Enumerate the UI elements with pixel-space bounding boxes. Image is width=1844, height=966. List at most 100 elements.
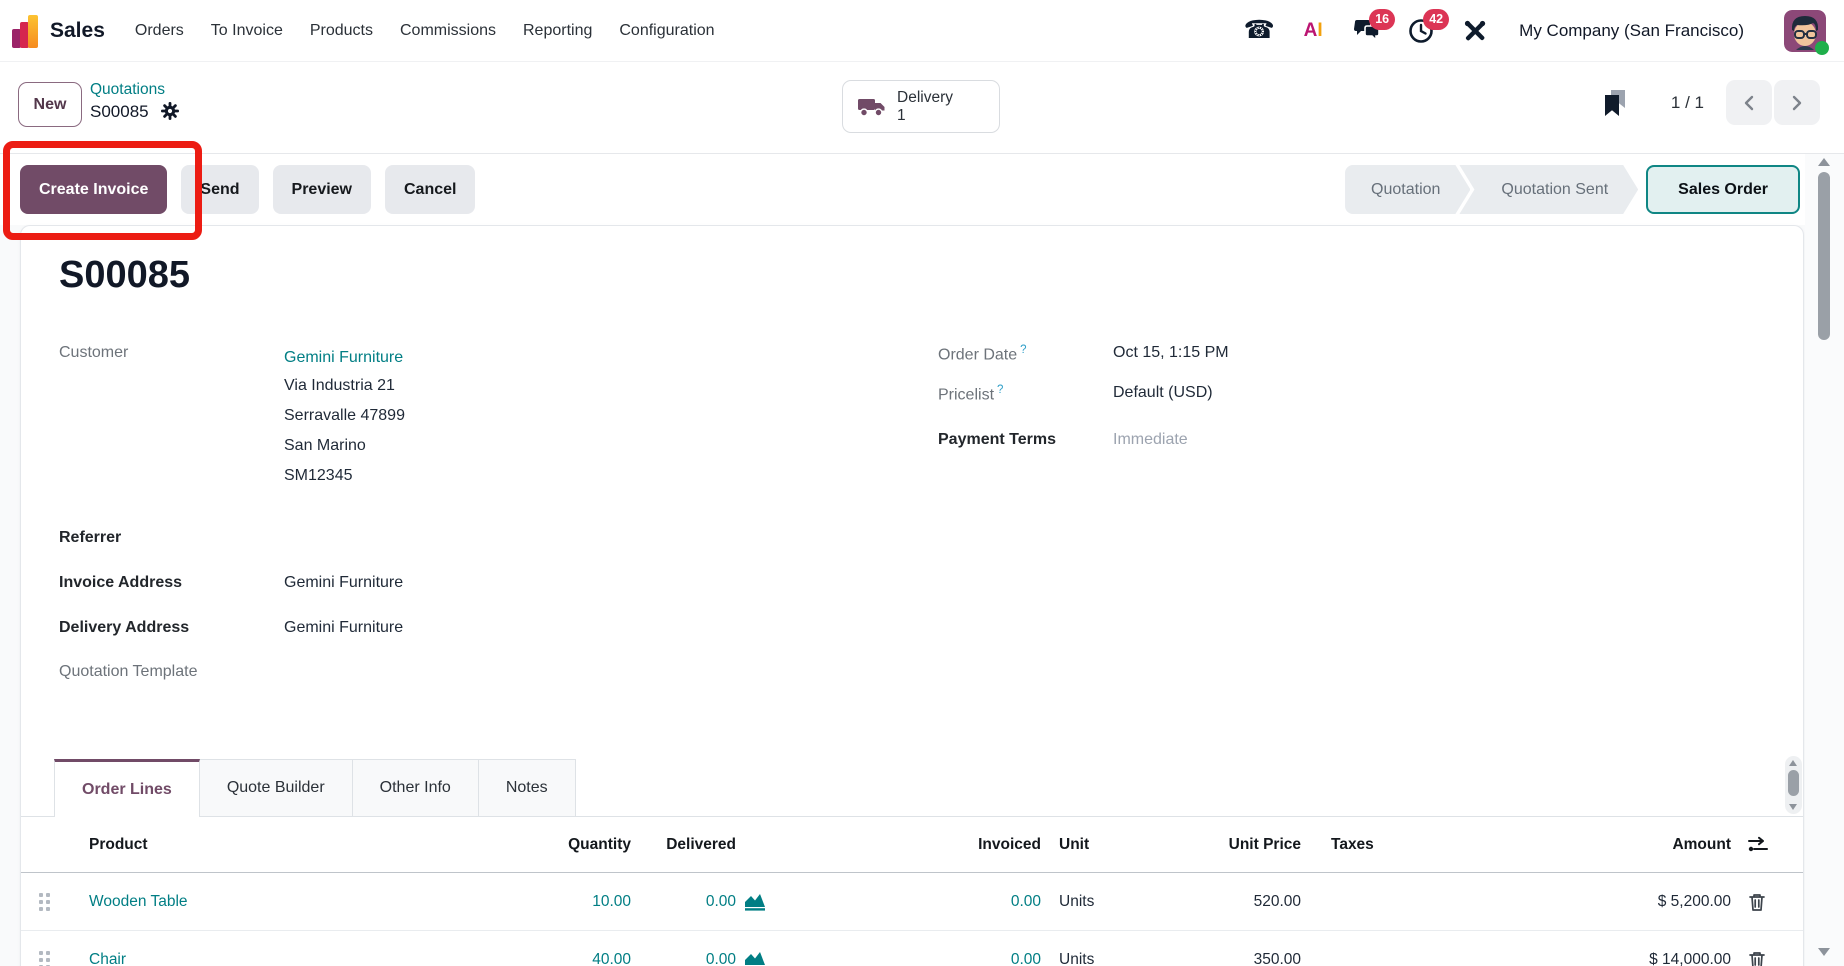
forecast-chart-icon[interactable] [743, 873, 769, 930]
scrollbar-thumb[interactable] [1818, 172, 1830, 340]
nav-menu: Orders To Invoice Products Commissions R… [133, 16, 717, 46]
favorite-bookmark-icon[interactable] [1603, 89, 1627, 116]
delivery-smart-button[interactable]: Delivery 1 [842, 80, 1000, 133]
unit-price-cell[interactable]: 520.00 [1253, 892, 1301, 910]
delete-line-trash-icon[interactable] [1748, 931, 1774, 966]
payment-terms-value[interactable]: Immediate [1113, 430, 1188, 448]
drag-handle[interactable] [39, 931, 59, 966]
notebook-scrollbar-up-arrow[interactable] [1789, 760, 1797, 766]
messages-badge: 16 [1369, 8, 1396, 30]
menu-commissions[interactable]: Commissions [399, 21, 496, 39]
control-panel: New Quotations S00085 [0, 62, 1844, 154]
breadcrumb-current: S00085 [90, 101, 149, 121]
stage-sales-order-active[interactable]: Sales Order [1646, 165, 1800, 214]
taxes-cell[interactable] [1331, 873, 1451, 930]
unit-cell[interactable]: Units [1059, 892, 1095, 910]
menu-products[interactable]: Products [309, 21, 373, 39]
invoiced-cell[interactable]: 0.00 [1010, 892, 1041, 910]
customer-address-line: Via Industria 21 [284, 377, 395, 394]
taxes-cell[interactable] [1331, 931, 1451, 966]
invoice-address-value[interactable]: Gemini Furniture [284, 574, 404, 591]
company-switcher[interactable]: My Company (San Francisco) [1519, 20, 1744, 40]
col-product: Product [89, 835, 148, 853]
unit-price-cell[interactable]: 350.00 [1253, 950, 1301, 966]
col-taxes: Taxes [1331, 835, 1374, 853]
col-invoiced: Invoiced [978, 835, 1041, 853]
scrollbar-up-arrow[interactable] [1818, 158, 1830, 166]
smart-button-count: 1 [897, 107, 906, 124]
tools-icon[interactable] [1461, 17, 1489, 45]
new-button[interactable]: New [18, 82, 82, 127]
product-link[interactable]: Chair [89, 950, 127, 966]
messages-icon[interactable]: 16 [1353, 8, 1396, 45]
tab-order-lines[interactable]: Order Lines [54, 759, 200, 817]
gear-icon[interactable] [161, 101, 180, 120]
cancel-button[interactable]: Cancel [385, 165, 476, 214]
product-link[interactable]: Wooden Table [89, 892, 188, 910]
delete-line-trash-icon[interactable] [1748, 873, 1774, 930]
tab-other-info[interactable]: Other Info [352, 759, 479, 816]
help-marker-icon: ? [997, 384, 1004, 397]
order-line-row: Chair 40.00 0.00 0.00 Units 350.00 $ 14,… [21, 931, 1803, 966]
pricelist-value[interactable]: Default (USD) [1113, 384, 1213, 402]
order-date-value[interactable]: Oct 15, 1:15 PM [1113, 344, 1229, 361]
unit-cell[interactable]: Units [1059, 950, 1095, 966]
quantity-cell[interactable]: 10.00 [592, 892, 631, 910]
customer-link[interactable]: Gemini Furniture [284, 349, 404, 366]
notebook: Order Lines Quote Builder Other Info Not… [21, 759, 1803, 966]
delivery-address-value[interactable]: Gemini Furniture [284, 619, 404, 636]
delivery-address-label: Delivery Address [59, 619, 190, 636]
stage-indicator: Quotation Quotation Sent Sales Order [1345, 165, 1800, 214]
menu-configuration[interactable]: Configuration [619, 21, 715, 39]
form-status-bar: Create Invoice Send Preview Cancel Quota… [0, 153, 1844, 225]
delivered-cell[interactable]: 0.00 [705, 950, 736, 966]
tab-notes[interactable]: Notes [478, 759, 576, 816]
order-line-row: Wooden Table 10.00 0.00 0.00 Units 520.0… [21, 873, 1803, 931]
invoiced-cell[interactable]: 0.00 [1010, 950, 1041, 966]
notebook-scrollbar [1785, 756, 1802, 814]
quantity-cell[interactable]: 40.00 [592, 950, 631, 966]
notebook-scrollbar-down-arrow[interactable] [1789, 804, 1797, 810]
user-avatar[interactable] [1784, 9, 1829, 55]
menu-to-invoice[interactable]: To Invoice [210, 21, 283, 39]
preview-button[interactable]: Preview [272, 165, 371, 214]
amount-cell: $ 14,000.00 [1649, 950, 1731, 966]
voip-phone-icon[interactable]: ☎ [1243, 16, 1275, 44]
activities-clock-icon[interactable]: 42 [1407, 8, 1450, 45]
tab-strip: Order Lines Quote Builder Other Info Not… [21, 759, 1803, 817]
scrollbar-down-arrow[interactable] [1818, 948, 1830, 956]
stage-quotation-sent[interactable]: Quotation Sent [1459, 165, 1638, 214]
pager-counter[interactable]: 1 / 1 [1670, 92, 1704, 112]
pager-next-button[interactable] [1774, 80, 1820, 125]
optional-columns-icon[interactable] [1748, 817, 1774, 872]
stage-quotation[interactable]: Quotation [1345, 165, 1470, 214]
chevron-right-icon [1792, 95, 1802, 110]
tab-quote-builder[interactable]: Quote Builder [199, 759, 353, 816]
sales-app-logo-icon[interactable] [12, 14, 38, 48]
pager-previous-button[interactable] [1726, 80, 1772, 125]
menu-orders[interactable]: Orders [134, 21, 184, 39]
col-amount: Amount [1672, 835, 1731, 853]
order-lines-header: Product Quantity Delivered Invoiced Unit… [21, 817, 1803, 873]
menu-reporting[interactable]: Reporting [523, 21, 593, 39]
create-invoice-button[interactable]: Create Invoice [20, 165, 168, 214]
forecast-chart-icon[interactable] [743, 931, 769, 966]
quotation-template-label: Quotation Template [59, 663, 198, 680]
online-status-dot [1815, 40, 1829, 55]
delivered-cell[interactable]: 0.00 [705, 892, 736, 910]
notebook-scrollbar-thumb[interactable] [1788, 770, 1799, 796]
send-button[interactable]: Send [181, 165, 259, 214]
chevron-left-icon [1744, 95, 1754, 110]
col-delivered: Delivered [666, 835, 736, 853]
app-name[interactable]: Sales [50, 18, 105, 42]
referrer-label: Referrer [59, 529, 122, 546]
drag-handle[interactable] [39, 873, 59, 930]
customer-address-line: San Marino [284, 437, 366, 454]
col-unit-price: Unit Price [1228, 835, 1301, 853]
col-quantity: Quantity [568, 835, 631, 853]
breadcrumb-quotations-link[interactable]: Quotations [90, 81, 165, 98]
order-date-label: Order Date? [938, 344, 1027, 364]
